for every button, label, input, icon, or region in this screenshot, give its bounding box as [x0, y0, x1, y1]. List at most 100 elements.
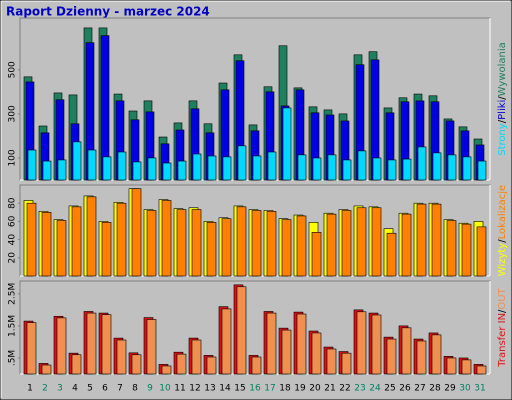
bar: [27, 149, 37, 181]
bar: [297, 154, 307, 181]
bar: [101, 222, 112, 277]
y-tick-label: 500: [8, 61, 18, 78]
bar: [236, 206, 247, 277]
x-tick-label: 17: [264, 384, 275, 394]
bar: [132, 161, 142, 181]
x-tick-label: 6: [102, 384, 108, 394]
bar: [177, 160, 187, 181]
bar: [161, 365, 172, 375]
x-tick-label: 15: [234, 384, 245, 394]
x-tick-label: 29: [444, 384, 456, 394]
bar: [371, 207, 382, 277]
bar: [296, 313, 307, 375]
bar: [56, 317, 67, 375]
bar: [161, 200, 172, 277]
x-tick-label: 23: [354, 384, 365, 394]
bar: [222, 156, 232, 181]
bar: [431, 334, 442, 375]
bar: [26, 322, 37, 375]
x-tick-label: 18: [279, 384, 291, 394]
bar: [102, 156, 112, 181]
bar: [416, 340, 427, 375]
y-tick-label: 40: [8, 234, 18, 246]
bar: [282, 107, 292, 181]
x-tick-label: 8: [132, 384, 138, 394]
bar: [191, 209, 202, 277]
bar: [206, 356, 217, 375]
x-tick-label: 9: [147, 384, 153, 394]
y-tick-label: 100: [8, 149, 18, 166]
legend-entry: Transfer IN: [497, 313, 508, 368]
legend-separator: /: [497, 96, 508, 100]
bar: [206, 222, 217, 277]
bar: [311, 232, 322, 277]
bar: [162, 162, 172, 181]
bar: [57, 159, 67, 181]
y-tick-label: 300: [8, 105, 18, 122]
bar: [326, 213, 337, 277]
legend: Strony/Pliki/Wywolania: [497, 42, 508, 156]
legend-entry: Pliki: [497, 100, 508, 120]
bar: [146, 319, 157, 375]
x-tick-label: 5: [87, 384, 93, 394]
bar: [191, 339, 202, 375]
x-tick-label: 19: [294, 384, 306, 394]
bar: [477, 160, 487, 181]
x-tick-label: 24: [369, 384, 381, 394]
bar: [446, 357, 457, 375]
bar: [176, 209, 187, 277]
bar: [42, 160, 52, 181]
y-tick-label: 20: [8, 252, 18, 264]
bar: [296, 215, 307, 277]
legend-entry: Strony: [497, 123, 508, 156]
x-tick-label: 1: [27, 384, 33, 394]
bar: [446, 220, 457, 277]
bar: [131, 354, 142, 375]
bar: [387, 159, 397, 181]
bar: [72, 141, 82, 181]
y-tick-label: 2.5M: [8, 283, 18, 305]
bar: [266, 211, 277, 277]
bar: [356, 207, 367, 277]
bar: [251, 356, 262, 375]
x-tick-label: 12: [189, 384, 200, 394]
bar: [71, 206, 82, 277]
bar: [401, 327, 412, 375]
bar: [71, 354, 82, 375]
legend-separator: /: [497, 309, 508, 313]
bar: [461, 359, 472, 375]
bar: [432, 152, 442, 181]
x-tick-label: 13: [204, 384, 215, 394]
legend-entry: OUT: [497, 287, 508, 309]
bar: [386, 232, 397, 277]
bar: [221, 218, 232, 277]
y-tick-label: .5M: [8, 350, 18, 366]
bar: [176, 353, 187, 375]
x-tick-label: 2: [42, 384, 48, 394]
y-tick-label: 1.5M: [8, 315, 18, 337]
legend: Wizyty/Lokalizacje: [497, 185, 508, 276]
bar: [86, 196, 97, 277]
bar: [476, 226, 487, 277]
bar: [431, 203, 442, 277]
bar: [416, 203, 427, 277]
x-tick-label: 26: [399, 384, 411, 394]
bar: [402, 158, 412, 181]
bar: [252, 155, 262, 181]
x-tick-label: 30: [459, 384, 471, 394]
bar: [311, 332, 322, 375]
bar: [461, 223, 472, 277]
bar: [372, 157, 382, 181]
y-tick-label: 60: [8, 215, 18, 227]
x-tick-label: 14: [219, 384, 231, 394]
bar: [192, 153, 202, 181]
bar: [462, 156, 472, 181]
x-tick-label: 28: [429, 384, 441, 394]
bar: [56, 220, 67, 277]
bar: [371, 314, 382, 375]
legend-separator: /: [497, 239, 508, 243]
bar: [327, 154, 337, 181]
bar: [341, 352, 352, 375]
bar: [251, 210, 262, 277]
